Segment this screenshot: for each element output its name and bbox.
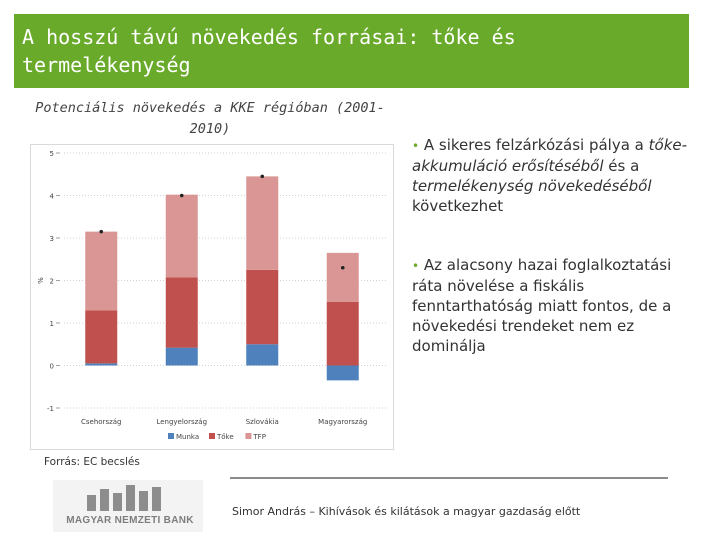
source-note: Forrás: EC becslés [44,456,140,468]
bullet-emphasis-productivity: termelékenység növekedéséből [412,177,652,195]
bar-segment-tőke [326,301,359,366]
category-label: Lengyelország [156,418,207,426]
total-marker [99,229,104,234]
bar-segment-tfp [326,252,359,302]
legend-label: Munka [176,433,199,441]
bullet-text-part: következhet [412,197,504,215]
bar-segment-tőke [246,269,279,345]
bar-segment-munka [246,344,279,366]
y-tick-label: 5 [50,150,54,158]
logo-text: MAGYAR NEMZETI BANK [66,515,194,526]
category-label: Magyarország [318,418,367,426]
y-tick-label: 4 [50,193,55,201]
legend-swatch [245,433,252,439]
y-tick-label: 3 [50,235,54,243]
footer-text: Simor András – Kihívások és kilátások a … [232,505,581,518]
bar-segment-tfp [246,176,279,270]
y-tick-label: -1 [47,405,54,413]
bullet-marker: • [412,259,420,273]
bar-segment-munka [165,347,198,366]
total-marker [260,174,265,179]
y-tick-label: 2 [50,278,54,286]
bullet-text-part: és a [603,157,640,175]
y-tick-label: 1 [50,320,54,328]
category-label: Szlovákia [246,418,279,426]
bullet-text: Az alacsony hazai foglalkoztatási ráta n… [412,256,672,355]
y-axis-label: % [37,277,45,284]
logo-bars-icon [87,483,167,511]
bullet-marker: • [412,139,420,153]
bullet-emphasis-capital: tőke-akkumuláció erősítéséből [412,136,688,175]
bullet-capital-productivity: • A sikeres felzárkózási pálya a tőke-ak… [412,135,697,216]
stacked-bar-chart: -1 0 1 2 3 4 5% Csehország Lengyelország Szlováki… [37,150,386,441]
bullet-text-part: A sikeres felzárkózási pálya a [423,136,649,154]
legend-swatch [168,433,174,439]
bar-segment-tőke [165,277,198,348]
legend-label: Tőke [216,432,234,441]
mnb-logo: MAGYAR NEMZETI BANK [53,480,203,532]
legend-swatch [209,433,215,439]
total-marker [179,193,184,198]
bar-segment-munka [85,363,118,366]
total-marker [340,265,345,270]
bar-segment-tfp [165,194,198,278]
slide-title: A hosszú távú növekedés forrásai: tőke é… [14,14,689,88]
y-tick-label: 0 [50,363,54,371]
legend-label: TFP [252,433,266,441]
bullet-employment: • Az alacsony hazai foglalkoztatási ráta… [412,255,697,356]
footer-divider [230,477,668,479]
bar-segment-tfp [85,231,118,311]
bar-segment-munka [326,365,359,381]
category-label: Csehország [81,418,122,426]
chart-title: Potenciális növekedés a KKE régióban (20… [35,100,385,137]
bar-segment-tőke [85,310,118,364]
